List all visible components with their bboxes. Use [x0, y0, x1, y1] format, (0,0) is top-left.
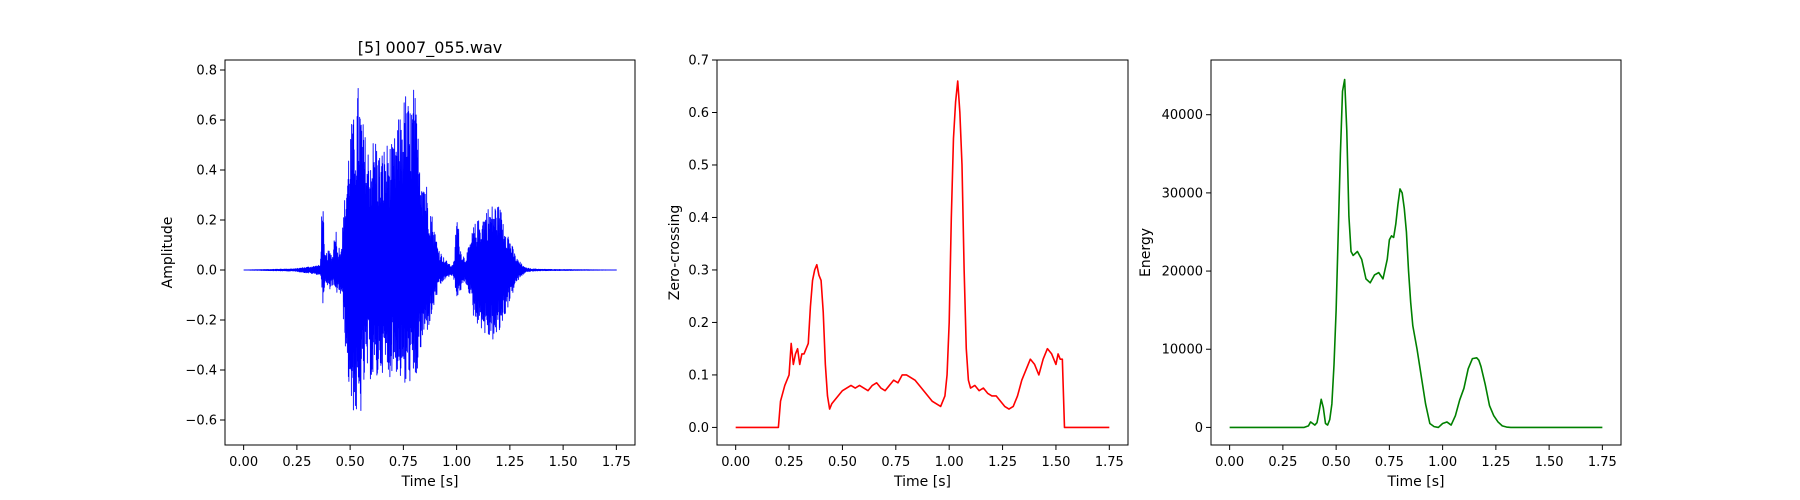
amplitude-y-tick-label: 0.6 — [196, 114, 217, 129]
zero-crossing-y-tick-label: 0.7 — [688, 54, 709, 69]
energy-x-tick-label: 1.75 — [1588, 455, 1617, 470]
amplitude-y-tick-label: −0.6 — [185, 414, 217, 429]
energy-y-axis-label: Energy — [1138, 228, 1154, 277]
amplitude-series-line — [243, 87, 617, 411]
amplitude-axes-frame — [224, 59, 636, 446]
energy-x-tick-label: 0.00 — [1215, 455, 1244, 470]
amplitude-y-tick-label: 0.2 — [196, 214, 217, 229]
energy-y-tick-label: 10000 — [1162, 343, 1203, 358]
zero-crossing-chart: Time [s] Zero-crossing 0.00 0.25 0.50 0.75 1… — [667, 54, 1129, 490]
zero-crossing-x-tick-label: 1.00 — [935, 455, 964, 470]
amplitude-y-tick-label: 0.4 — [196, 164, 217, 179]
zero-crossing-y-tick-label: 0.2 — [688, 316, 709, 331]
amplitude-y-tick-label: −0.2 — [185, 314, 217, 329]
amplitude-chart: [5] 0007_055.wav Time [s] Amplitude 0.00… — [160, 38, 636, 490]
energy-y-tick-label: 20000 — [1162, 265, 1203, 280]
amplitude-x-tick-label: 0.00 — [229, 455, 258, 470]
zero-crossing-x-tick-label: 0.50 — [828, 455, 857, 470]
amplitude-y-tick-label: −0.4 — [185, 364, 217, 379]
energy-chart: Time [s] Energy 0.00 0.25 0.50 0.75 1.00 1.25… — [1138, 59, 1622, 490]
amplitude-x-tick-label: 1.50 — [549, 455, 578, 470]
zero-crossing-x-axis-label: Time [s] — [893, 474, 951, 490]
energy-y-tick-label: 0 — [1195, 421, 1203, 436]
energy-x-tick-label: 0.25 — [1268, 455, 1297, 470]
zero-crossing-y-tick-label: 0.1 — [688, 368, 709, 383]
energy-series-line — [1229, 78, 1603, 429]
zero-crossing-x-tick-label: 0.75 — [881, 455, 910, 470]
amplitude-x-tick-label: 0.25 — [282, 455, 311, 470]
zero-crossing-x-tick-label: 0.00 — [721, 455, 750, 470]
energy-axes-frame — [1210, 59, 1622, 446]
energy-y-tick-label: 40000 — [1162, 108, 1203, 123]
zero-crossing-axes-frame — [716, 59, 1129, 446]
zero-crossing-y-tick-label: 0.4 — [688, 211, 709, 226]
zero-crossing-x-tick-label: 1.75 — [1095, 455, 1124, 470]
amplitude-x-tick-label: 1.25 — [495, 455, 524, 470]
amplitude-y-tick-label: 0.8 — [196, 64, 217, 79]
energy-x-tick-label: 0.75 — [1375, 455, 1404, 470]
amplitude-chart-title: [5] 0007_055.wav — [358, 38, 502, 58]
zero-crossing-y-axis-label: Zero-crossing — [667, 205, 683, 300]
zero-crossing-y-tick-label: 0.0 — [688, 421, 709, 436]
zero-crossing-series-line — [735, 80, 1110, 429]
energy-x-tick-label: 1.00 — [1428, 455, 1457, 470]
amplitude-x-tick-label: 0.50 — [336, 455, 365, 470]
energy-x-tick-label: 1.25 — [1481, 455, 1510, 470]
zero-crossing-y-tick-label: 0.5 — [688, 158, 709, 173]
zero-crossing-x-tick-label: 1.25 — [988, 455, 1017, 470]
amplitude-y-axis-label: Amplitude — [160, 217, 176, 289]
energy-x-tick-label: 0.50 — [1322, 455, 1351, 470]
amplitude-x-tick-label: 1.75 — [602, 455, 631, 470]
zero-crossing-y-tick-label: 0.6 — [688, 106, 709, 121]
energy-x-axis-label: Time [s] — [1387, 474, 1445, 490]
energy-y-tick-label: 30000 — [1162, 186, 1203, 201]
amplitude-x-tick-label: 1.00 — [442, 455, 471, 470]
amplitude-y-tick-label: 0.0 — [196, 264, 217, 279]
zero-crossing-x-tick-label: 1.50 — [1041, 455, 1070, 470]
energy-x-tick-label: 1.50 — [1535, 455, 1564, 470]
zero-crossing-y-tick-label: 0.3 — [688, 263, 709, 278]
amplitude-x-axis-label: Time [s] — [401, 474, 459, 490]
zero-crossing-x-tick-label: 0.25 — [775, 455, 804, 470]
amplitude-x-tick-label: 0.75 — [389, 455, 418, 470]
